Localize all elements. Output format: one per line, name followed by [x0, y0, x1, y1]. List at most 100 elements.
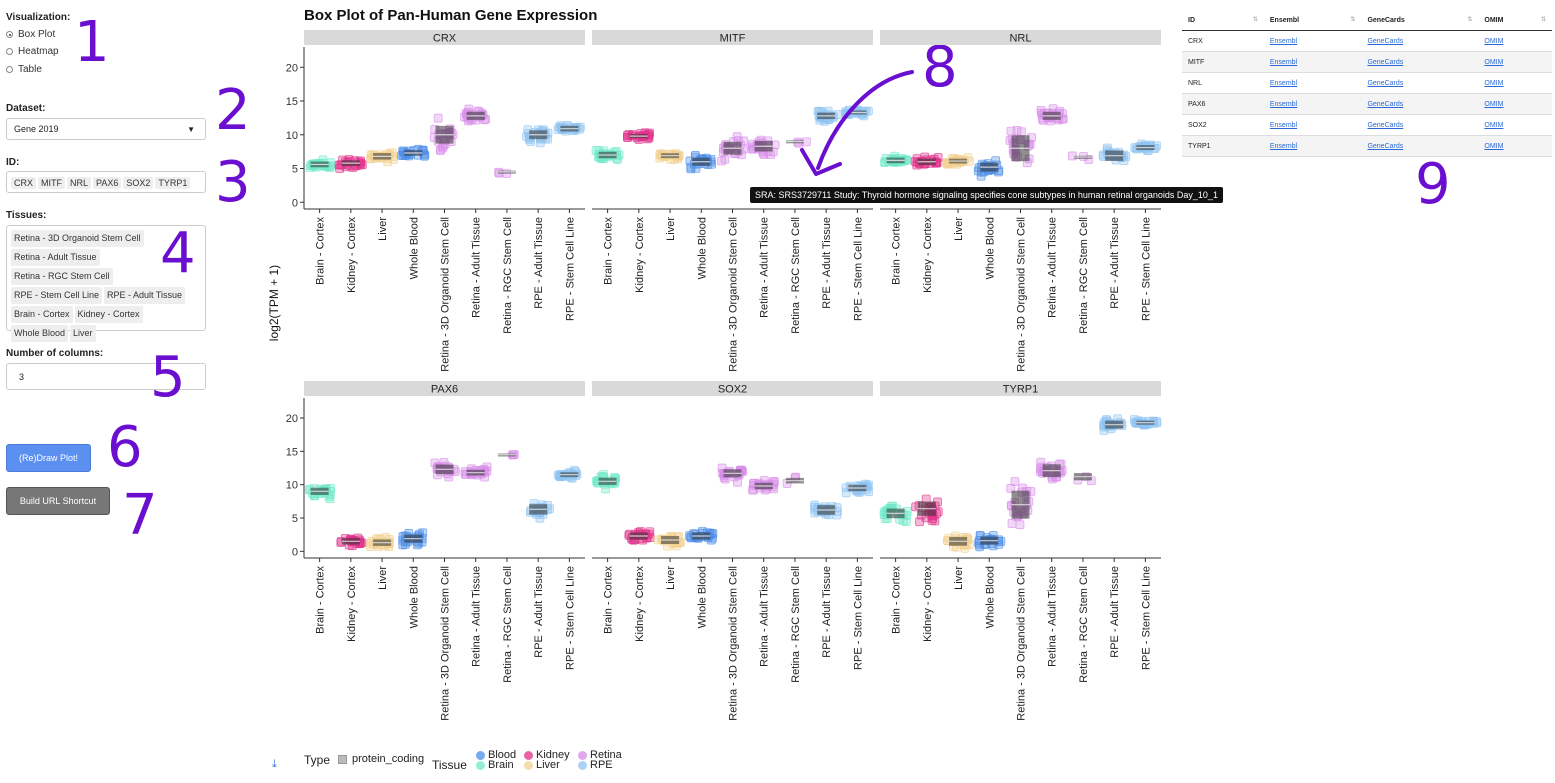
column-header[interactable]: ID ⇅	[1182, 10, 1264, 31]
x-tick-label: RPE - Stem Cell Line	[564, 566, 576, 670]
legend-label: Kidney	[536, 749, 570, 761]
x-tick-label: RPE - Stem Cell Line	[1140, 217, 1152, 321]
table-link[interactable]: GeneCards	[1367, 37, 1404, 45]
download-icon[interactable]: ⤓	[272, 758, 277, 770]
id-chip[interactable]: SOX2	[123, 177, 154, 189]
annotation-9: 9	[1415, 152, 1451, 217]
redraw-plot-button[interactable]: (Re)Draw Plot!	[6, 444, 91, 472]
tissue-chip[interactable]: Retina - Adult Tissue	[11, 249, 100, 266]
table-link[interactable]: Ensembl	[1269, 58, 1298, 66]
legend-type-title: Type	[304, 753, 331, 767]
radio-label: Box Plot	[18, 29, 56, 40]
x-tick-label: Whole Blood	[696, 217, 708, 279]
tissue-chip[interactable]: RPE - Adult Tissue	[104, 287, 186, 304]
table-cell: OMIM	[1478, 93, 1552, 115]
sort-icon[interactable]: ⇅	[1350, 17, 1356, 23]
radio-indicator[interactable]	[6, 66, 13, 73]
table-link[interactable]: Ensembl	[1269, 79, 1298, 87]
id-input[interactable]: CRX MITF NRL PAX6 SOX2 TYRP1	[6, 171, 206, 193]
x-tick-label: Retina - RGC Stem Cell	[790, 566, 802, 683]
id-chip[interactable]: PAX6	[93, 177, 122, 189]
table-cell: CRX	[1182, 30, 1264, 52]
x-tick-label: Liver	[665, 217, 677, 241]
table-cell: TYRP1	[1182, 135, 1264, 157]
table-link[interactable]: Ensembl	[1269, 142, 1298, 150]
data-point	[841, 488, 851, 498]
legend-label: Liver	[536, 759, 560, 771]
radio-indicator[interactable]	[6, 48, 13, 55]
data-point	[1017, 127, 1026, 137]
tissue-chip[interactable]: Whole Blood	[11, 325, 69, 342]
table-link[interactable]: GeneCards	[1367, 142, 1404, 150]
column-header[interactable]: GeneCards ⇅	[1361, 10, 1479, 31]
tissue-chip[interactable]: Brain - Cortex	[11, 306, 73, 323]
table-link[interactable]: GeneCards	[1367, 121, 1404, 129]
annotation-8: 8	[922, 35, 958, 100]
y-tick-label: 20	[286, 62, 298, 74]
id-chip[interactable]: MITF	[38, 177, 66, 189]
table-row: SOX2 Ensembl GeneCards OMIM	[1182, 114, 1552, 136]
radio-indicator[interactable]	[6, 31, 13, 38]
sort-icon[interactable]: ⇅	[1540, 17, 1546, 23]
sort-icon[interactable]: ⇅	[1467, 17, 1473, 23]
table-link[interactable]: OMIM	[1484, 121, 1504, 129]
radio-label: Table	[18, 64, 42, 75]
x-tick-label: Kidney - Cortex	[922, 217, 934, 293]
radio-table[interactable]: Table	[6, 64, 42, 75]
panel-title: NRL	[1009, 33, 1031, 45]
table-cell: GeneCards	[1361, 72, 1479, 94]
id-chip[interactable]: NRL	[67, 177, 92, 189]
radio-box-plot[interactable]: Box Plot	[6, 29, 55, 40]
radio-heatmap[interactable]: Heatmap	[6, 46, 59, 57]
sort-icon[interactable]: ⇅	[1252, 17, 1258, 23]
tissue-chip[interactable]: RPE - Stem Cell Line	[11, 287, 103, 304]
panel-title: PAX6	[431, 384, 458, 396]
id-chip[interactable]: TYRP1	[155, 177, 191, 189]
legend-type-swatch	[338, 755, 347, 764]
annotation-arrow	[816, 70, 914, 170]
x-tick-label: Whole Blood	[408, 217, 420, 279]
x-tick-label: Retina - RGC Stem Cell	[790, 217, 802, 334]
data-point	[535, 513, 545, 523]
arrow-head-icon	[800, 148, 842, 176]
data-point	[1006, 126, 1016, 136]
table-link[interactable]: OMIM	[1484, 100, 1504, 108]
dataset-label: Dataset:	[6, 103, 46, 114]
x-tick-label: Brain - Cortex	[891, 217, 903, 285]
column-header[interactable]: Ensembl ⇅	[1263, 10, 1362, 31]
table-link[interactable]: OMIM	[1484, 142, 1504, 150]
table-link[interactable]: OMIM	[1484, 58, 1504, 66]
table-link[interactable]: Ensembl	[1269, 100, 1298, 108]
tissue-chip[interactable]: Retina - 3D Organoid Stem Cell	[11, 230, 144, 247]
legend-label: Brain	[488, 759, 514, 771]
table-link[interactable]: OMIM	[1484, 37, 1504, 45]
y-tick-label: 10	[286, 130, 298, 142]
tissue-chip[interactable]: Liver	[70, 325, 96, 342]
x-tick-label: RPE - Stem Cell Line	[852, 566, 864, 670]
table-link[interactable]: OMIM	[1484, 79, 1504, 87]
tissues-input[interactable]: Retina - 3D Organoid Stem Cell Retina - A…	[6, 225, 206, 342]
table-cell: NRL	[1182, 72, 1264, 94]
table-link[interactable]: Ensembl	[1269, 121, 1298, 129]
table-link[interactable]: GeneCards	[1367, 58, 1404, 66]
tissue-chip[interactable]: Retina - RGC Stem Cell	[11, 268, 113, 285]
table-link[interactable]: Ensembl	[1269, 37, 1298, 45]
table-link[interactable]: GeneCards	[1367, 100, 1404, 108]
columns-input[interactable]: 3	[6, 363, 206, 390]
dataset-select[interactable]: Gene 2019 ▼	[6, 118, 206, 140]
tissue-chip[interactable]: Kidney - Cortex	[74, 306, 143, 323]
column-header[interactable]: OMIM ⇅	[1478, 10, 1552, 31]
table-link[interactable]: GeneCards	[1367, 79, 1404, 87]
y-axis-label: log2(TPM + 1)	[267, 265, 281, 341]
panel-title: SOX2	[718, 384, 747, 396]
x-tick-label: Retina - Adult Tissue	[1047, 566, 1059, 667]
build-url-button[interactable]: Build URL Shortcut	[6, 487, 110, 515]
legend-swatch	[524, 761, 533, 770]
id-chip[interactable]: CRX	[11, 177, 37, 189]
x-tick-label: Retina - 3D Organoid Stem Cell	[728, 566, 740, 721]
legend-type-value: protein_coding	[352, 753, 425, 765]
annotation-7: 7	[122, 483, 158, 548]
legend-swatch	[524, 751, 533, 760]
legend-item: Blood	[476, 750, 516, 761]
x-tick-label: Retina - 3D Organoid Stem Cell	[440, 566, 452, 721]
